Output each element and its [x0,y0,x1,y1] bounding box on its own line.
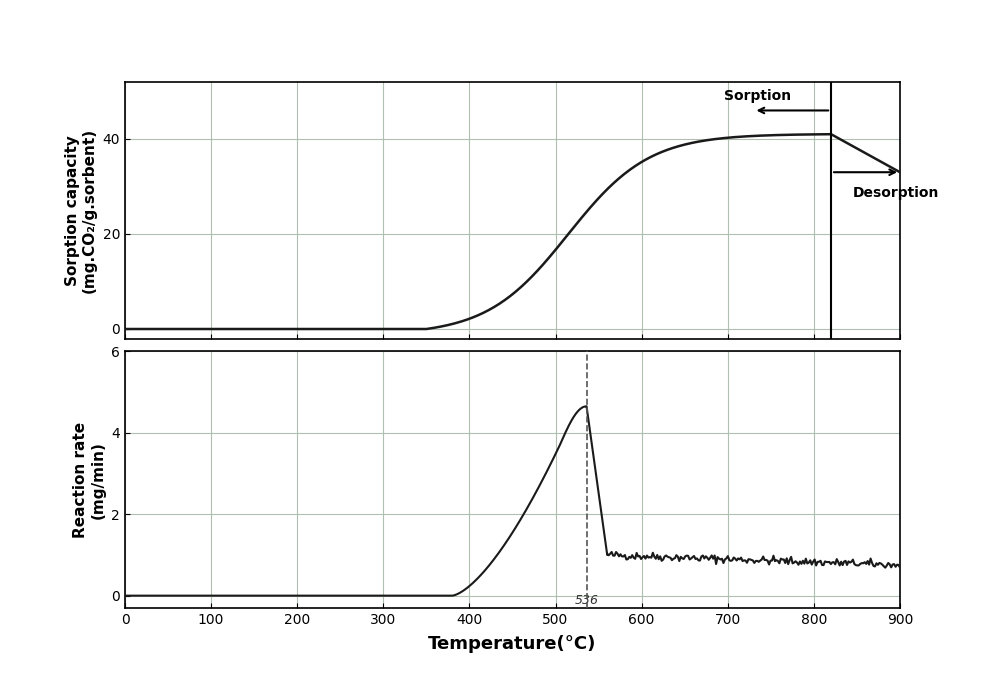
Text: Desorption: Desorption [853,186,939,201]
Text: 536: 536 [575,594,599,607]
Y-axis label: Sorption capacity
(mg.CO₂/g.sorbent): Sorption capacity (mg.CO₂/g.sorbent) [65,128,97,293]
X-axis label: Temperature(°C): Temperature(°C) [428,635,597,653]
Y-axis label: Reaction rate
(mg/min): Reaction rate (mg/min) [73,421,106,538]
Text: Sorption: Sorption [724,89,791,103]
